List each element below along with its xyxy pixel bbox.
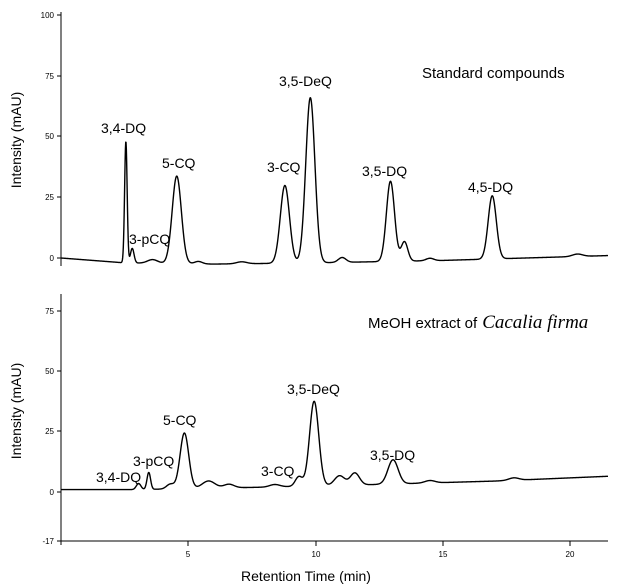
- peak-label: 4,5-DQ: [468, 179, 513, 195]
- bottom-chromatogram-trace: [60, 400, 609, 491]
- bottom-y-tick-label: 75: [45, 307, 54, 316]
- bottom-y-tick-label: -17: [42, 537, 54, 546]
- top-y-tick-label: 0: [50, 254, 55, 263]
- bottom-y-tick-label: 0: [50, 488, 55, 497]
- peak-label: 3,5-DeQ: [287, 381, 340, 397]
- top-y-axis-title: Intensity (mAU): [8, 92, 24, 188]
- top-y-tick-label: 50: [45, 132, 54, 141]
- x-tick-label: 15: [439, 550, 448, 559]
- bottom-y-tick-label: 25: [45, 427, 54, 436]
- bottom-y-tick-label: 50: [45, 367, 54, 376]
- top-panel: 100 75 50 25 0 Intensity (mAU) Standard …: [8, 11, 609, 266]
- bottom-y-axis-title: Intensity (mAU): [8, 363, 24, 459]
- peak-label: 3,5-DQ: [362, 163, 407, 179]
- bottom-title-text: MeOH extract of: [368, 315, 478, 332]
- bottom-panel-title: MeOH extract of Cacalia firma: [368, 312, 588, 333]
- peak-label: 3-CQ: [261, 463, 295, 479]
- peak-label: 3,5-DQ: [370, 447, 415, 463]
- x-axis-title: Retention Time (min): [241, 568, 371, 584]
- peak-label: 3,5-DeQ: [279, 73, 332, 89]
- peak-label: 5-CQ: [162, 155, 196, 171]
- peak-label: 3,4-DQ: [96, 469, 141, 485]
- top-y-tick-label: 25: [45, 193, 54, 202]
- bottom-panel: 75 50 25 0 -17 5 10 15 20 Intensity (mAU…: [8, 294, 609, 584]
- top-chromatogram-trace: [60, 97, 609, 265]
- top-y-tick-label: 75: [45, 72, 54, 81]
- peak-label: 3,4-DQ: [101, 120, 146, 136]
- peak-label: 3-pCQ: [133, 453, 174, 469]
- top-y-tick-label: 100: [41, 11, 55, 20]
- bottom-title-species: Cacalia firma: [482, 312, 588, 333]
- x-tick-label: 20: [566, 550, 575, 559]
- peak-label: 3-pCQ: [129, 231, 170, 247]
- x-tick-label: 5: [186, 550, 191, 559]
- x-tick-label: 10: [312, 550, 321, 559]
- top-panel-title: Standard compounds: [422, 65, 565, 82]
- peak-label: 5-CQ: [163, 412, 197, 428]
- peak-label: 3-CQ: [267, 159, 301, 175]
